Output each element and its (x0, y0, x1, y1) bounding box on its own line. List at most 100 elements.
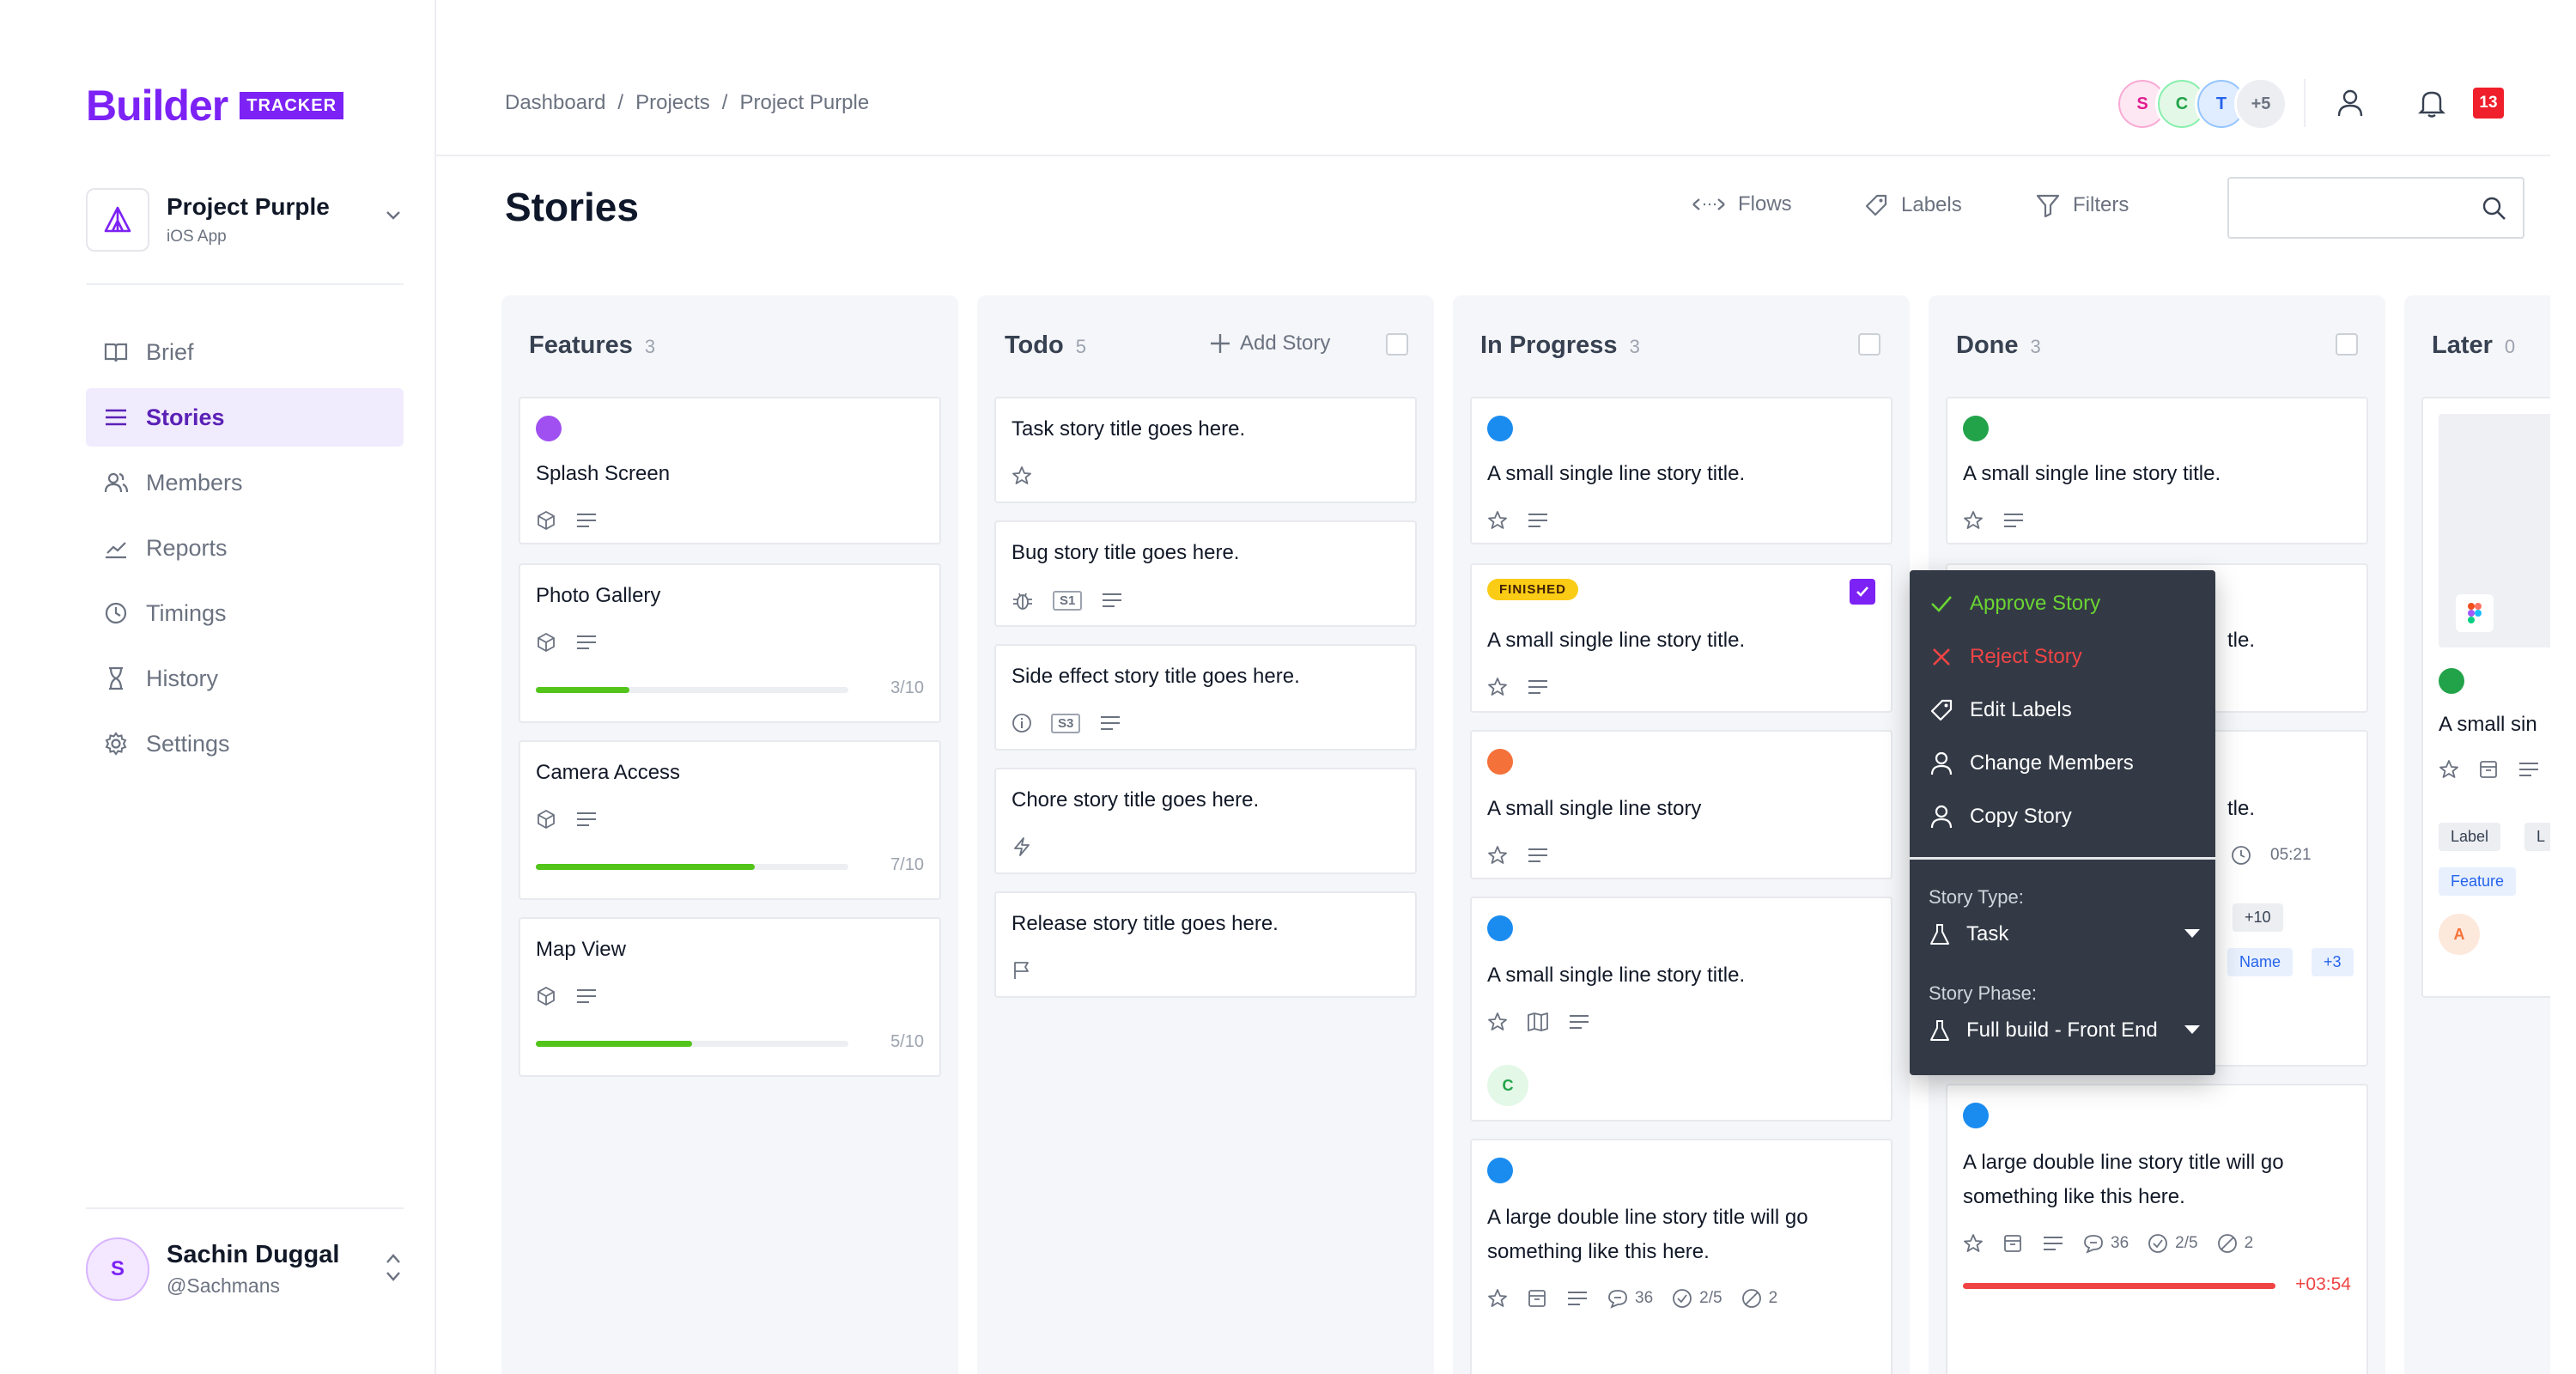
caret-down-icon (2184, 1025, 2200, 1034)
story-card[interactable]: A large double line story title will go … (1470, 1139, 1893, 1374)
card-checkbox[interactable] (1850, 579, 1875, 605)
progress-bar (536, 687, 848, 693)
reject-story-item[interactable]: Reject Story (1929, 644, 2082, 670)
story-type-select[interactable]: Task (1929, 922, 2200, 946)
chevron-updown-icon[interactable] (383, 1249, 404, 1291)
label-chip[interactable]: Name (2227, 948, 2293, 976)
story-card[interactable]: Map View 5/10 (519, 917, 941, 1077)
avatar: S (86, 1237, 149, 1301)
sidebar-divider (86, 283, 404, 285)
story-card[interactable]: A large double line story title will go … (1946, 1084, 2368, 1374)
breadcrumb-separator: / (721, 91, 728, 114)
sidebar-item-settings[interactable]: Settings (86, 714, 404, 773)
search-box[interactable] (2227, 177, 2524, 239)
filters-button[interactable]: Filters (2035, 192, 2129, 218)
description-icon (1528, 680, 1547, 694)
more-members-badge[interactable]: +5 (2234, 77, 2287, 131)
story-card[interactable]: FINISHED A small single line story title… (1470, 563, 1893, 713)
sidebar-divider (86, 1207, 404, 1209)
column-count: 0 (2504, 336, 2516, 357)
story-card[interactable]: Side effect story title goes here. S3 (994, 644, 1417, 751)
story-card[interactable]: Bug story title goes here. S1 (994, 520, 1417, 627)
change-members-item[interactable]: Change Members (1929, 751, 2134, 776)
description-icon (2519, 763, 2538, 776)
add-story-button[interactable]: Add Story (1209, 331, 1330, 356)
chevron-down-icon[interactable] (383, 204, 404, 229)
breadcrumb-separator: / (617, 91, 624, 114)
description-icon (577, 514, 596, 527)
avatar[interactable]: T (2195, 77, 2248, 131)
card-title-line1: A large double line story title will go (1487, 1206, 1808, 1229)
search-input[interactable] (2243, 179, 2475, 235)
sidebar-item-stories[interactable]: Stories (86, 388, 404, 447)
cube-icon (538, 986, 555, 1006)
label-chip[interactable]: +3 (2312, 948, 2354, 976)
label-chip[interactable]: L (2524, 823, 2550, 851)
tag-icon (1930, 699, 1953, 721)
project-subtitle: iOS App (167, 228, 227, 246)
project-selector[interactable]: Project Purple iOS App (86, 187, 404, 252)
tent-icon (86, 188, 149, 252)
overdue-bar (1963, 1283, 2275, 1289)
label-chip[interactable]: Feature (2439, 867, 2517, 896)
check-circle-icon (2148, 1234, 2168, 1253)
breadcrumb-projects[interactable]: Projects (635, 91, 710, 114)
story-card[interactable]: Photo Gallery 3/10 (519, 563, 941, 723)
label-chip[interactable]: +10 (2233, 903, 2283, 932)
comment-count: 36 (2111, 1234, 2129, 1252)
clock-icon (2232, 846, 2251, 865)
avatar[interactable]: C (1487, 1065, 1528, 1106)
story-card[interactable]: Splash Screen (519, 397, 941, 544)
bell-icon[interactable] (2418, 88, 2445, 123)
story-card[interactable]: Task story title goes here. (994, 397, 1417, 503)
column-select-checkbox[interactable] (1386, 333, 1408, 356)
description-icon (577, 812, 596, 826)
user-icon (1930, 805, 1953, 829)
archive-icon (1528, 1290, 1546, 1307)
card-title: tle. (2227, 629, 2256, 652)
search-icon[interactable] (2482, 196, 2507, 222)
story-card[interactable]: A small sin Label L Feature A (2421, 397, 2550, 998)
column-select-checkbox[interactable] (2336, 333, 2358, 356)
column-title: In Progress (1480, 331, 1618, 359)
sidebar-item-members[interactable]: Members (86, 453, 404, 512)
member-avatars[interactable]: S C T +5 (2116, 77, 2287, 131)
label-chip[interactable]: Label (2439, 823, 2501, 851)
notification-count-badge[interactable]: 13 (2473, 88, 2504, 119)
sidebar-item-brief[interactable]: Brief (86, 323, 404, 381)
sidebar-item-timings[interactable]: Timings (86, 584, 404, 642)
sidebar-item-history[interactable]: History (86, 649, 404, 708)
top-bar: Dashboard / Projects / Project Purple S … (436, 0, 2550, 156)
user-icon[interactable] (2336, 88, 2365, 123)
description-icon (1101, 716, 1121, 730)
column-select-checkbox[interactable] (1858, 333, 1880, 356)
story-card[interactable]: Chore story title goes here. (994, 768, 1417, 874)
story-card[interactable]: Release story title goes here. (994, 891, 1417, 998)
story-phase-select[interactable]: Full build - Front End (1929, 1018, 2200, 1043)
close-icon (1933, 648, 1950, 666)
edit-labels-item[interactable]: Edit Labels (1929, 697, 2072, 723)
status-dot (1487, 915, 1513, 941)
breadcrumb-dashboard[interactable]: Dashboard (505, 91, 606, 114)
story-card[interactable]: A small single line story title. (1470, 397, 1893, 544)
avatar[interactable]: A (2439, 914, 2480, 955)
story-card[interactable]: Camera Access 7/10 (519, 740, 941, 900)
description-icon (1528, 514, 1547, 527)
overdue-time: +03:54 (2295, 1274, 2351, 1294)
card-title: Bug story title goes here. (1012, 541, 1240, 564)
logo-tag: TRACKER (240, 92, 344, 119)
story-card[interactable]: A small single line story (1470, 730, 1893, 879)
description-icon (1103, 593, 1122, 607)
copy-story-item[interactable]: Copy Story (1929, 804, 2072, 830)
menu-item-label: Change Members (1970, 751, 2134, 775)
app-logo[interactable]: Builder TRACKER (86, 84, 344, 127)
sidebar-item-reports[interactable]: Reports (86, 519, 404, 577)
flows-button[interactable]: Flows (1692, 192, 1792, 216)
story-card[interactable]: A small single line story title. C (1470, 897, 1893, 1122)
comment-count: 36 (1635, 1289, 1654, 1307)
current-user[interactable]: S Sachin Duggal @Sachmans (86, 1235, 404, 1304)
labels-button[interactable]: Labels (1863, 192, 1962, 218)
story-card[interactable]: A small single line story title. (1946, 397, 2368, 544)
status-dot (1963, 1103, 1989, 1128)
approve-story-item[interactable]: Approve Story (1929, 591, 2100, 617)
